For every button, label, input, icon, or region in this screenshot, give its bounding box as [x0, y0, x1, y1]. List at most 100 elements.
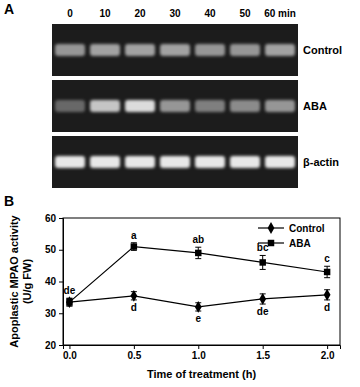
gel-band	[230, 44, 260, 56]
y-tick: 60	[45, 213, 63, 224]
x-axis: 0.0 0.5 1.0 1.5 2.0	[63, 345, 341, 361]
point-label: de	[257, 306, 269, 317]
x-tick-label: 1.5	[256, 350, 270, 361]
y-tick: 40	[45, 276, 63, 287]
error-bar-cap	[260, 269, 266, 270]
y-tick-mark	[59, 313, 63, 314]
gel-background	[52, 80, 298, 132]
gel-band	[90, 156, 120, 168]
point-label: bc	[257, 242, 269, 253]
point	[195, 250, 201, 256]
gel-band	[90, 100, 120, 112]
gel-band	[55, 156, 85, 168]
lane-label: 10	[99, 8, 111, 19]
gel-band	[195, 100, 225, 112]
gel-band	[265, 44, 295, 56]
point	[130, 290, 137, 302]
gel-band	[90, 44, 120, 56]
point	[259, 293, 266, 305]
point-label: de	[64, 285, 76, 296]
y-tick-mark	[59, 250, 63, 251]
error-bar	[260, 294, 266, 304]
error-bar-cap	[324, 277, 330, 278]
lane-label: 0	[67, 8, 73, 19]
gel-band	[125, 100, 155, 112]
x-tick-mark	[327, 345, 328, 349]
lane-label: 40	[204, 8, 216, 19]
y-tick-label: 40	[45, 276, 57, 287]
x-tick-label: 0.5	[127, 350, 141, 361]
x-tick-mark	[134, 345, 135, 349]
y-tick: 20	[45, 340, 63, 351]
y-axis-line	[59, 219, 64, 346]
error-bar-cap	[324, 266, 330, 267]
gel-band	[125, 44, 155, 56]
error-bar	[66, 298, 72, 306]
y-tick-mark	[59, 282, 63, 283]
y-axis-title: Apoplastic MPAO activity(U/g FW)	[8, 214, 33, 347]
x-tick: 2.0	[321, 345, 335, 361]
series-line	[69, 247, 327, 303]
x-tick: 0.5	[127, 345, 141, 361]
error-bar-cap	[131, 250, 137, 251]
panel-label: B	[4, 193, 14, 209]
x-tick-label: 1.0	[192, 350, 206, 361]
error-bar	[260, 255, 266, 269]
gel-band	[230, 100, 260, 112]
gel-band	[125, 156, 155, 168]
error-bar-cap	[66, 305, 72, 306]
legend-label: ABA	[289, 238, 311, 249]
row-label: Control	[303, 44, 342, 56]
error-bar	[131, 243, 137, 251]
point	[66, 299, 72, 305]
y-tick-label: 50	[45, 244, 57, 255]
lane-label: 50	[239, 8, 251, 19]
x-tick-mark	[198, 345, 199, 349]
gel-background	[52, 24, 298, 76]
gel-band	[195, 156, 225, 168]
point-label: c	[324, 253, 330, 264]
gel-band	[160, 156, 190, 168]
y-axis-title-line: Apoplastic MPAO activity	[8, 214, 20, 347]
x-tick-mark	[69, 345, 70, 349]
error-bar-cap	[195, 258, 201, 259]
y-axis-title-line: (U/g FW)	[21, 259, 33, 305]
legend-label: Control	[289, 223, 325, 234]
legend-item: Control	[258, 222, 325, 234]
row-label: β-actin	[303, 156, 339, 168]
x-axis-line	[64, 346, 341, 350]
gel-band	[265, 156, 295, 168]
point	[131, 243, 137, 249]
y-tick-mark	[59, 218, 63, 219]
error-bar-cap	[131, 242, 137, 243]
legend: Control ABA	[258, 222, 325, 249]
error-bar	[324, 266, 330, 277]
x-tick-label: 2.0	[321, 350, 335, 361]
x-axis-title: Time of treatment (h)	[147, 368, 257, 380]
legend-marker	[268, 222, 275, 234]
error-bar-cap	[195, 247, 201, 248]
y-axis: 20 30 40 50 60	[45, 213, 64, 351]
figure: A0102030405060 minControlABAβ-actinB0.00…	[0, 0, 360, 387]
lane-label: 20	[134, 8, 146, 19]
gel-band	[55, 100, 85, 112]
y-tick: 30	[45, 308, 63, 319]
y-tick-label: 30	[45, 308, 57, 319]
point	[324, 269, 330, 275]
error-bar-cap	[66, 298, 72, 299]
y-tick: 50	[45, 244, 63, 255]
x-tick: 0.0	[63, 345, 77, 361]
point	[259, 259, 265, 265]
legend-marker	[268, 240, 274, 246]
gel-band	[55, 44, 85, 56]
lane-label: 60 min	[264, 8, 296, 19]
x-tick: 1.0	[192, 345, 206, 361]
gel-band	[230, 156, 260, 168]
y-tick-label: 20	[45, 340, 57, 351]
gel-band	[160, 44, 190, 56]
gel-background	[52, 136, 298, 188]
y-tick-mark	[59, 345, 63, 346]
error-bar	[195, 247, 201, 258]
gel-band	[195, 44, 225, 56]
error-bar	[66, 298, 72, 306]
